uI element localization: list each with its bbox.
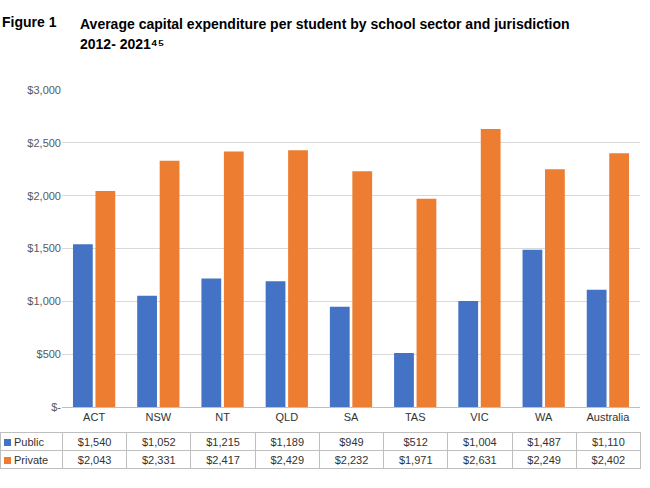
svg-text:$-: $- <box>51 401 61 413</box>
html-text:$2,417: $2,417 <box>206 453 240 466</box>
html-text:$949: $949 <box>339 435 364 448</box>
svg-text:NT: NT <box>215 411 230 423</box>
html-text:Average capital expenditure pe: Average capital expenditure per student … <box>80 16 570 32</box>
html-text:Figure 1: Figure 1 <box>2 14 57 30</box>
html-text:$1,487: $1,487 <box>527 435 561 448</box>
html-text:$2,232: $2,232 <box>334 453 369 466</box>
svg-text:TAS: TAS <box>405 411 426 423</box>
html-text:$1,052: $1,052 <box>142 435 176 448</box>
svg-text:$3,000: $3,000 <box>27 84 61 96</box>
html-text:$2,043: $2,043 <box>77 453 112 466</box>
html-text:$2,331: $2,331 <box>142 453 176 466</box>
html-text:$512: $512 <box>403 435 428 448</box>
html-text:$2,429: $2,429 <box>270 453 305 466</box>
svg-text:WA: WA <box>535 411 553 423</box>
svg-text:NSW: NSW <box>145 411 171 423</box>
svg-text:ACT: ACT <box>83 411 105 423</box>
html-text:$2,402: $2,402 <box>591 453 626 466</box>
html-text:$1,004: $1,004 <box>463 435 497 448</box>
svg-text:QLD: QLD <box>275 411 298 423</box>
html-text:$1,540: $1,540 <box>77 435 112 448</box>
svg-text:$500: $500 <box>37 348 61 360</box>
html-text:Public: Public <box>14 435 44 448</box>
html-text:$2,631: $2,631 <box>463 453 497 466</box>
html-text:$1,971: $1,971 <box>398 453 433 466</box>
html-text:$2,249: $2,249 <box>527 453 561 466</box>
html-text:$1,189: $1,189 <box>270 435 305 448</box>
svg-text:$1,500: $1,500 <box>27 242 61 254</box>
svg-text:$2,000: $2,000 <box>27 190 61 202</box>
html-text:$1,110: $1,110 <box>591 435 625 448</box>
svg-text:Australia: Australia <box>586 411 630 423</box>
svg-text:$2,500: $2,500 <box>27 137 61 149</box>
html-text:2012- 2021⁴⁵: 2012- 2021⁴⁵ <box>80 36 165 52</box>
html-text:$1,215: $1,215 <box>206 435 240 448</box>
svg-text:SA: SA <box>344 411 359 423</box>
svg-text:VIC: VIC <box>470 411 488 423</box>
html-text:Private: Private <box>14 453 49 466</box>
svg-text:$1,000: $1,000 <box>27 295 61 307</box>
